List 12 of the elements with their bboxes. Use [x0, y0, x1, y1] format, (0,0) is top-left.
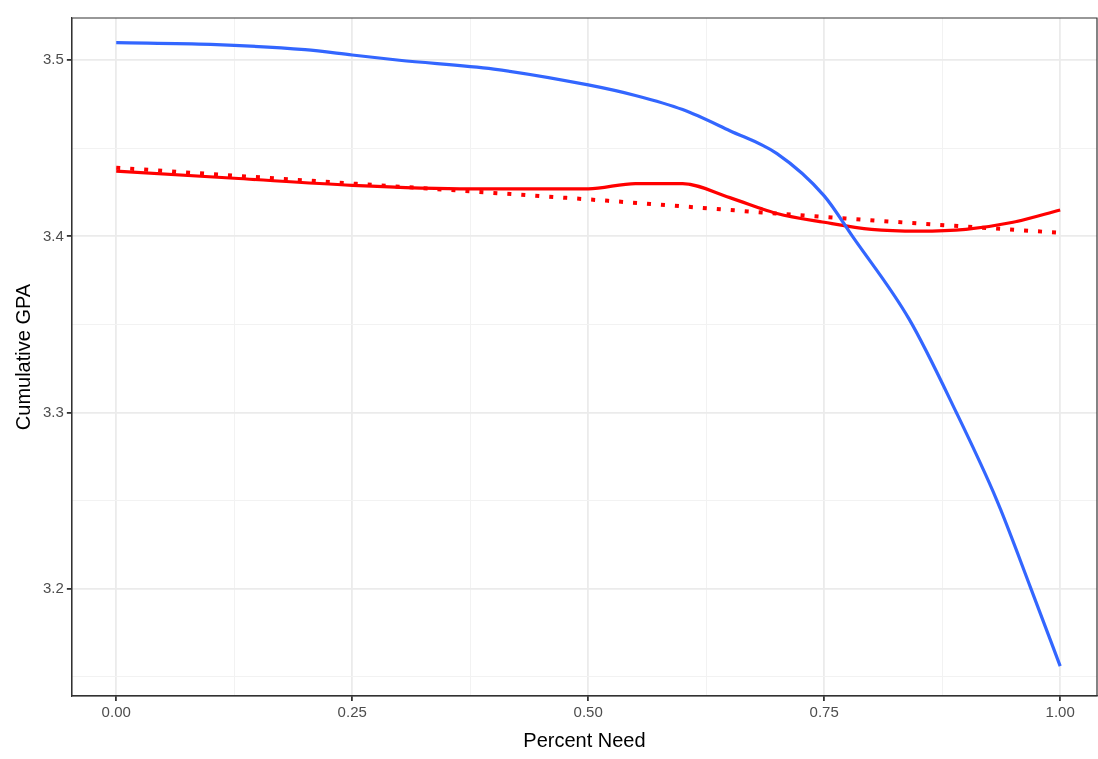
x-tick-label: 0.75: [809, 703, 839, 721]
x-tick-label: 0.00: [101, 703, 131, 721]
x-tick-label: 1.00: [1045, 703, 1075, 721]
x-axis-title: Percent Need: [523, 728, 646, 751]
y-tick-label: 3.3: [42, 402, 64, 420]
x-tick-label: 0.50: [573, 703, 603, 721]
line-series: [114, 41, 1062, 668]
y-tick-label: 3.2: [42, 578, 64, 596]
y-tick-label: 3.5: [42, 50, 64, 68]
x-tick-label: 0.25: [337, 703, 367, 721]
y-axis-title: Cumulative GPA: [11, 283, 34, 431]
y-tick-label: 3.4: [42, 226, 64, 244]
